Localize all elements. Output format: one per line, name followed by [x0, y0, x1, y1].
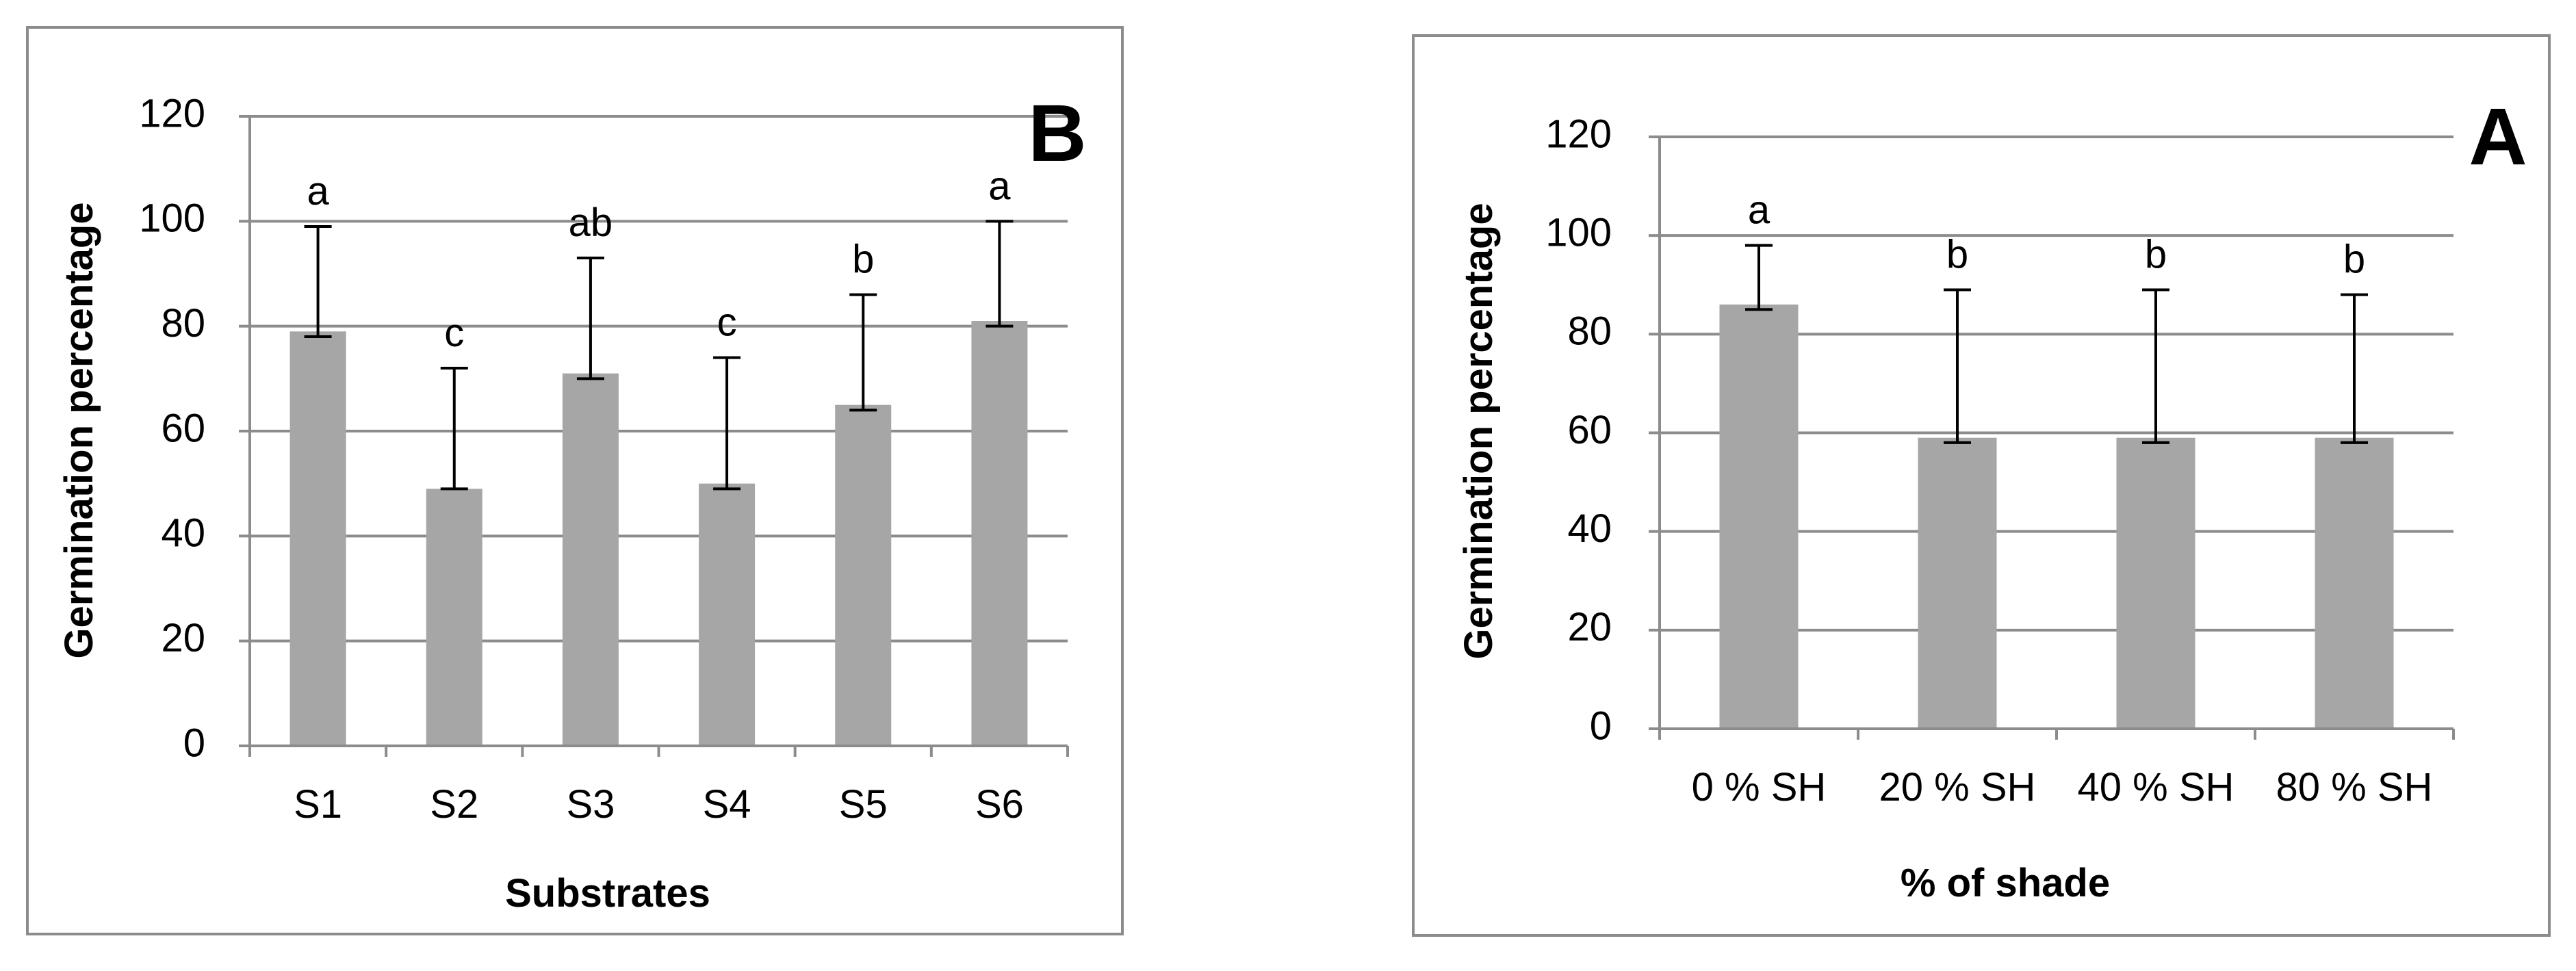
y-axis-title: Germination percentage: [1456, 203, 1501, 659]
chart-panel-b: 0 20 40 60 80 100 120 S1 S2 S3 S4 S5 S6 a c ab c b a B S…: [26, 26, 1124, 935]
y-tick-label: 40: [161, 511, 205, 556]
significance-letter: ab: [569, 200, 613, 245]
chart-panel-a: 0 20 40 60 80 100 120 0 % SH 20 % SH 40 % SH 80 %…: [1412, 34, 2551, 937]
panel-label: B: [1028, 88, 1086, 179]
x-tick-label: 40 % SH: [2078, 765, 2234, 810]
y-axis-title: Germination percentage: [57, 202, 101, 658]
y-tick-label: 100: [1545, 210, 1612, 255]
significance-labels: a c ab c b a: [307, 164, 1011, 355]
significance-letter: c: [717, 300, 737, 345]
x-tick-label: 80 % SH: [2276, 765, 2433, 810]
y-tick-label: 40: [1567, 506, 1612, 551]
significance-letter: b: [1946, 232, 1968, 276]
bar: [426, 489, 482, 746]
significance-letter: b: [2145, 232, 2167, 276]
x-tick-label: S6: [975, 782, 1024, 827]
bar: [971, 321, 1028, 746]
y-tick-label: 20: [1567, 605, 1612, 649]
gridlines: [250, 115, 1068, 643]
y-tick-label: 60: [1567, 408, 1612, 452]
error-bars: [304, 220, 1014, 491]
significance-letter: a: [1748, 188, 1770, 233]
significance-letter: a: [307, 169, 329, 213]
significance-labels: a b b b: [1748, 188, 2365, 282]
y-tick-label: 0: [183, 721, 205, 765]
x-tick-label: S3: [566, 782, 615, 827]
y-tick-label: 120: [139, 91, 205, 135]
significance-letter: b: [852, 237, 874, 282]
y-tick-label: 80: [161, 301, 205, 346]
bars: [289, 321, 1028, 746]
y-tick-label: 0: [1590, 703, 1612, 748]
x-tick-label: S4: [703, 782, 751, 827]
bar: [699, 483, 756, 746]
bar: [835, 404, 892, 746]
y-tick-label: 20: [161, 616, 205, 660]
y-ticks: 0 20 40 60 80 100 120: [1545, 112, 1660, 748]
x-axis-title: Substrates: [505, 871, 710, 916]
significance-letter: a: [988, 164, 1011, 208]
bar: [1918, 437, 1997, 729]
y-tick-label: 120: [1545, 112, 1612, 156]
y-ticks: 0 20 40 60 80 100 120: [139, 91, 250, 765]
bar: [2315, 437, 2394, 729]
panel-label: A: [2469, 92, 2527, 182]
x-tick-label: S2: [430, 782, 478, 827]
error-bars: [1745, 244, 2368, 444]
significance-letter: b: [2343, 237, 2365, 282]
x-tick-label: 20 % SH: [1879, 765, 2036, 810]
x-axis-title: % of shade: [1901, 861, 2110, 905]
y-tick-label: 60: [161, 406, 205, 450]
x-tick-label: S1: [294, 782, 342, 827]
x-ticks: 0 % SH 20 % SH 40 % SH 80 % SH: [1658, 729, 2455, 810]
x-tick-label: 0 % SH: [1692, 765, 1827, 810]
bar: [2116, 437, 2195, 729]
x-ticks: S1 S2 S3 S4 S5 S6: [248, 746, 1069, 827]
x-tick-label: S5: [839, 782, 888, 827]
bars: [1719, 305, 2394, 729]
bar: [1719, 305, 1799, 729]
bar: [289, 331, 346, 746]
y-tick-label: 100: [139, 196, 205, 241]
y-tick-label: 80: [1567, 309, 1612, 354]
bar: [562, 373, 619, 746]
significance-letter: c: [444, 311, 464, 355]
